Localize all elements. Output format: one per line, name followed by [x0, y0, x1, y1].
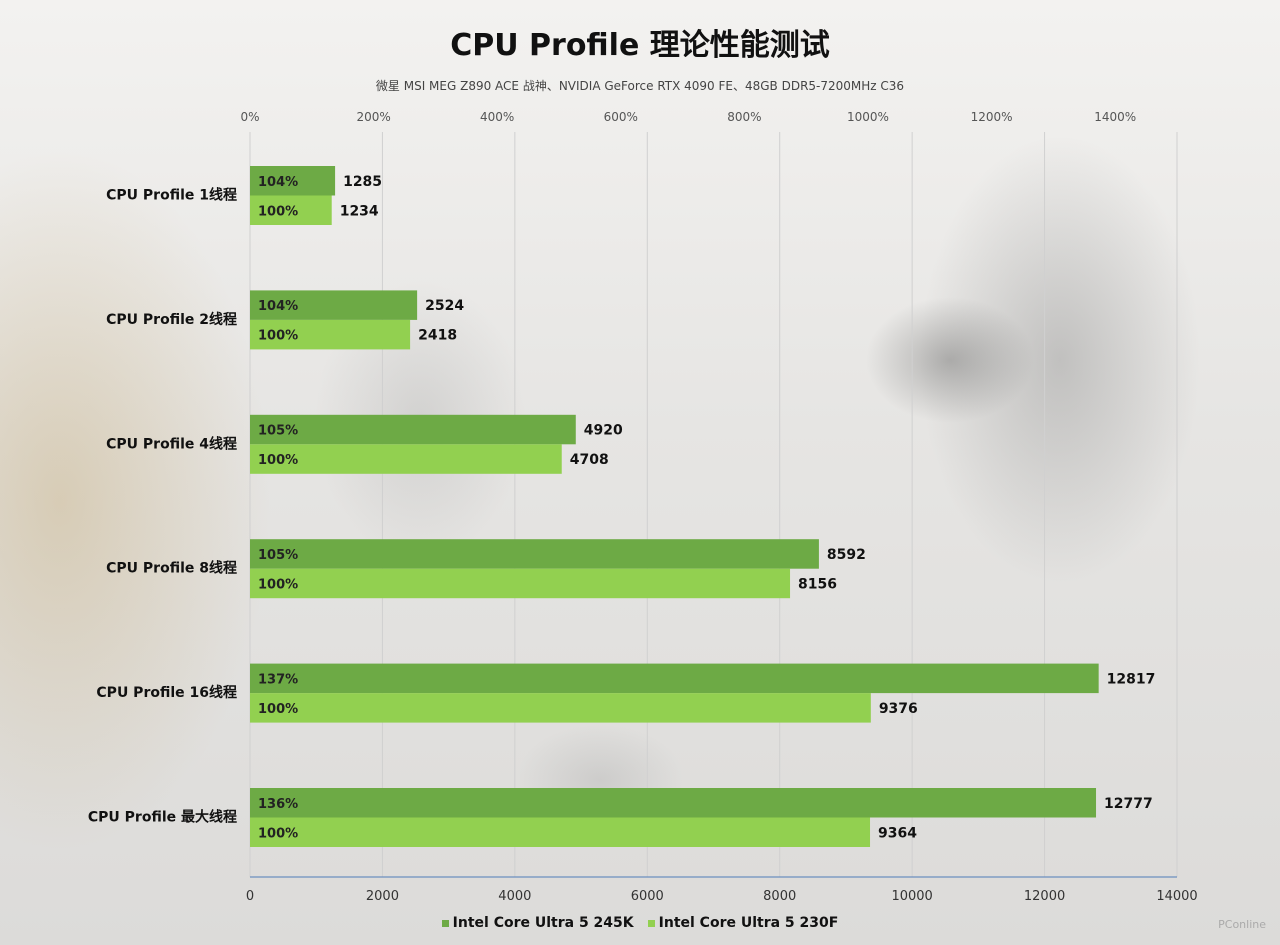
x-tick-label-1: 2000 [366, 889, 399, 904]
percent-label-s1-c4: 100% [258, 702, 298, 717]
x2-tick-label-6: 1200% [971, 110, 1013, 124]
value-label-s0-c0: 1285 [343, 174, 382, 190]
x2-tick-label-3: 600% [604, 110, 638, 124]
bar-s1-c5 [250, 817, 871, 847]
bars: 104% 1285 100% 1234 104% 2524 100% 2418 105% 4920… [250, 166, 1155, 847]
x-tick-label-4: 8000 [763, 889, 796, 904]
value-label-s0-c3: 8592 [827, 547, 866, 563]
value-label-s1-c4: 9376 [879, 701, 918, 717]
percent-label-s1-c0: 100% [258, 204, 298, 219]
bar-s0-c2 [250, 414, 576, 445]
bar-s1-c4 [250, 693, 871, 723]
value-label-s1-c0: 1234 [340, 203, 379, 219]
value-label-s1-c2: 4708 [570, 452, 609, 468]
category-label-1: CPU Profile 2线程 [106, 311, 237, 328]
value-label-s0-c4: 12817 [1107, 671, 1156, 687]
legend: Intel Core Ultra 5 245K Intel Core Ultra… [0, 915, 1280, 931]
x2-tick-label-5: 1000% [847, 110, 889, 124]
category-label-0: CPU Profile 1线程 [106, 187, 237, 204]
percent-label-s0-c1: 104% [258, 299, 298, 314]
x-tick-label-3: 6000 [631, 889, 664, 904]
category-label-2: CPU Profile 4线程 [106, 435, 237, 452]
bar-s1-c3 [250, 568, 791, 599]
bar-s1-c0 [250, 195, 332, 225]
x-tick-label-0: 0 [246, 889, 254, 904]
legend-swatch-series-a [441, 919, 449, 927]
x2-tick-label-2: 400% [480, 110, 514, 124]
percent-label-s1-c5: 100% [258, 826, 298, 841]
category-label-3: CPU Profile 8线程 [106, 560, 237, 577]
percent-label-s0-c3: 105% [258, 548, 298, 563]
legend-label-series-b: Intel Core Ultra 5 230F [658, 915, 839, 931]
legend-item-series-a[interactable]: Intel Core Ultra 5 245K [441, 915, 634, 931]
value-label-s0-c5: 12777 [1104, 796, 1153, 812]
grid-lines [249, 132, 1178, 877]
value-label-s1-c5: 9364 [878, 825, 917, 841]
value-label-s0-c1: 2524 [425, 298, 464, 314]
bar-s1-c1 [250, 319, 411, 350]
percent-label-s0-c5: 136% [258, 797, 298, 812]
x2-tick-label-0: 0% [240, 110, 259, 124]
top-axis: 0% 200% 400% 600% 800% 1000% 1200% 1400% [240, 110, 1136, 124]
bar-s1-c2 [250, 444, 562, 474]
chart-subtitle: 微星 MSI MEG Z890 ACE 战神、NVIDIA GeForce RT… [375, 79, 905, 93]
bar-s0-c0 [250, 166, 336, 196]
category-label-4: CPU Profile 16线程 [96, 684, 237, 701]
percent-label-s1-c3: 100% [258, 577, 298, 592]
bar-s0-c5 [250, 788, 1097, 818]
x2-tick-label-1: 200% [356, 110, 390, 124]
x-tick-label-7: 14000 [1156, 889, 1197, 904]
value-label-s1-c3: 8156 [798, 576, 837, 592]
percent-label-s1-c1: 100% [258, 329, 298, 344]
legend-swatch-series-b [647, 919, 655, 927]
x-tick-label-2: 4000 [498, 889, 531, 904]
category-labels: CPU Profile 1线程 CPU Profile 2线程 CPU Profil… [88, 187, 237, 826]
x2-tick-label-7: 1400% [1094, 110, 1136, 124]
percent-label-s1-c2: 100% [258, 453, 298, 468]
bar-s0-c4 [250, 663, 1099, 694]
x2-tick-label-4: 800% [727, 110, 761, 124]
value-label-s1-c1: 2418 [418, 328, 457, 344]
percent-label-s0-c2: 105% [258, 424, 298, 439]
x-tick-label-6: 12000 [1024, 889, 1065, 904]
percent-label-s0-c0: 104% [258, 175, 298, 190]
bottom-axis: 0 2000 4000 6000 8000 10000 12000 14000 [246, 876, 1198, 904]
bar-s0-c1 [250, 290, 418, 320]
legend-item-series-b[interactable]: Intel Core Ultra 5 230F [647, 915, 839, 931]
percent-label-s0-c4: 137% [258, 672, 298, 687]
legend-label-series-a: Intel Core Ultra 5 245K [452, 915, 634, 931]
value-label-s0-c2: 4920 [584, 423, 623, 439]
bar-s0-c3 [250, 539, 819, 569]
category-label-5: CPU Profile 最大线程 [88, 809, 237, 826]
watermark: PConline [1218, 918, 1266, 931]
x-tick-label-5: 10000 [891, 889, 932, 904]
chart-title: CPU Profile 理论性能测试 [450, 28, 830, 63]
